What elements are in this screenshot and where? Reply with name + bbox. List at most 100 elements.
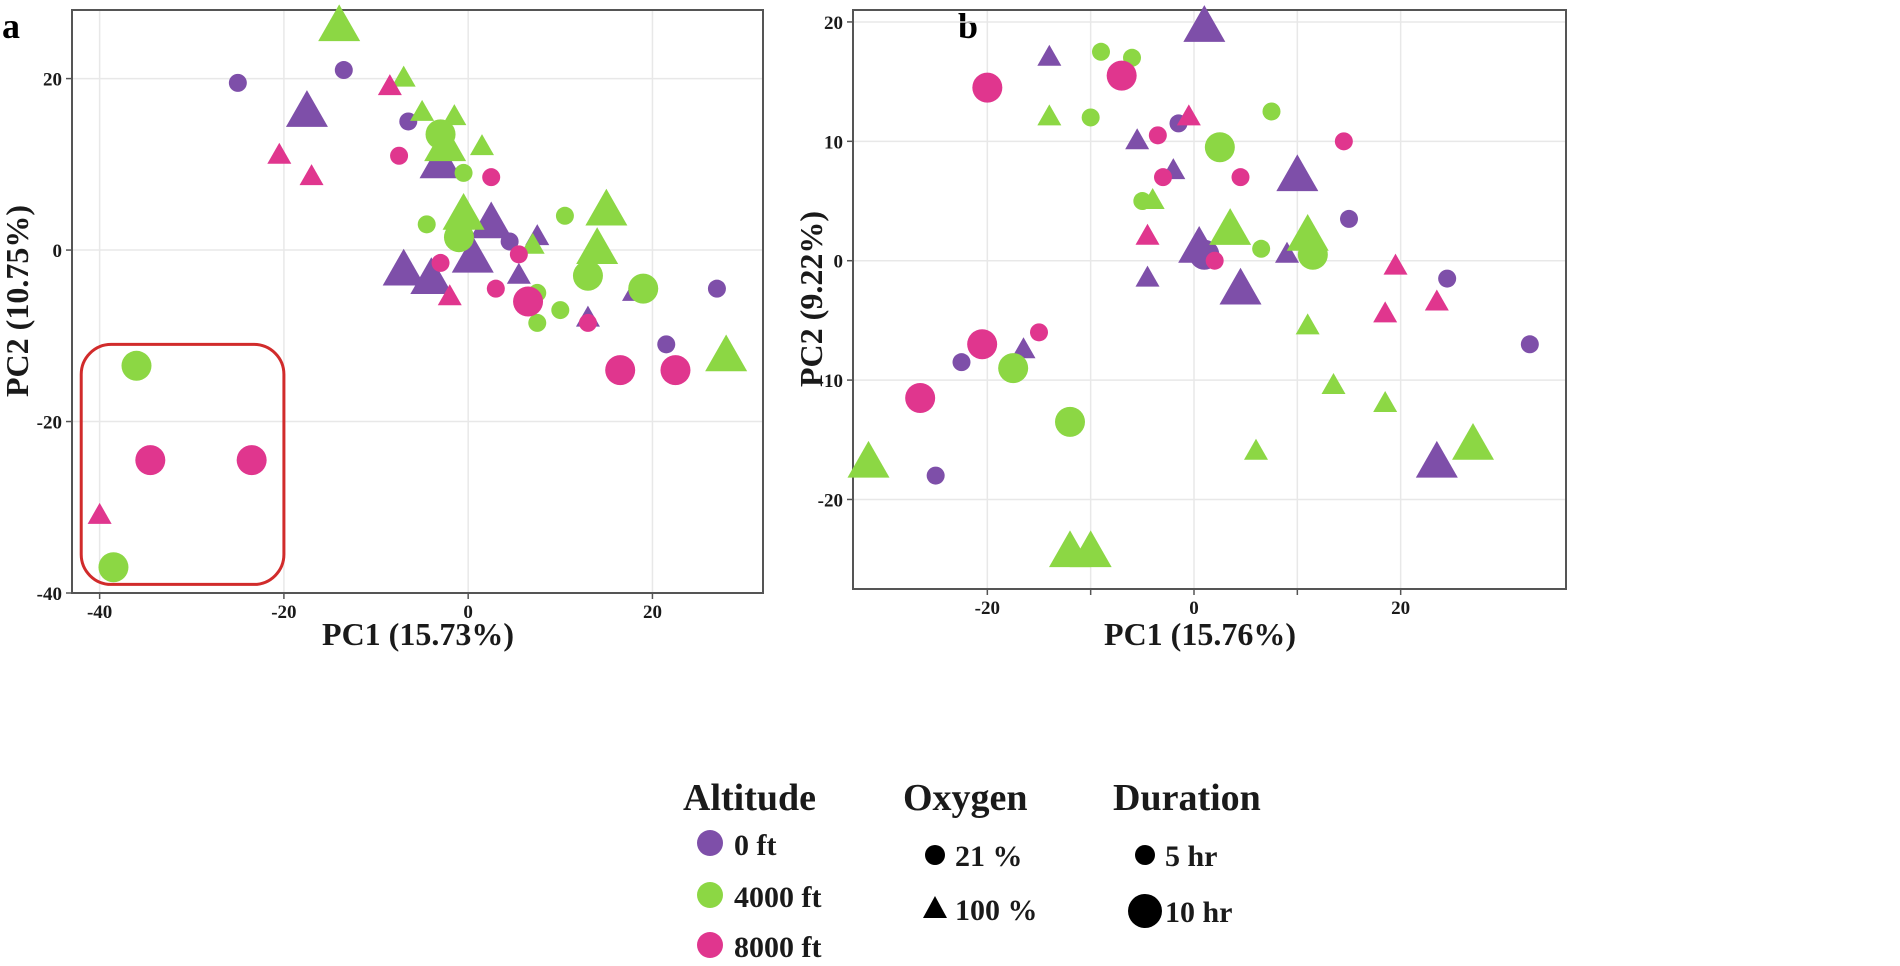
panel-b-x-tick-label: -20 [975,598,1000,619]
panel-a-point-circle [555,206,574,225]
panel-a-point-circle [121,350,152,381]
panel-a-point-triangle [382,248,425,286]
panel-b-point-circle [905,382,936,413]
panel-a-point-circle [628,273,659,304]
legend-4000ft-label: 4000 ft [734,881,821,914]
panel-a-point-triangle [442,192,485,230]
panel-a-letter: a [2,6,20,46]
panel-a-point-triangle [391,65,416,87]
panel-b-point-triangle [1276,154,1319,192]
panel-b-point-triangle [1125,128,1150,150]
panel-b-y-tick-label: -10 [818,371,843,392]
panel-a-point-circle [135,445,166,476]
panel-b-x-tick-label: 0 [1189,598,1199,619]
panel-a-point-triangle [520,232,545,254]
panel-a-point-circle [528,313,547,332]
panel-b-point-circle [1340,209,1358,228]
panel-b-point-triangle [1244,438,1268,460]
panel-b-point-circle [1520,335,1539,354]
panel-a-y-tick-label: -20 [37,413,62,434]
panel-a-point-circle [417,215,436,234]
panel-b-point-triangle [1373,301,1398,323]
legend-10hr-marker [1128,894,1162,928]
legend-8000ft-swatch [697,932,723,958]
panel-a-point-triangle [285,90,328,127]
panel-b-point-circle [952,353,971,372]
panel-a-point-triangle [705,334,748,372]
panel-a-point-triangle [585,188,628,226]
panel-a-point-triangle [410,99,435,121]
panel-b-point-circle [1055,406,1085,437]
panel-b-point-circle [1252,239,1271,258]
panel-b-point-triangle [1037,104,1062,126]
panel-b-point-triangle [1383,253,1408,275]
panel-b-y-tick-label: 10 [824,132,843,153]
legend-5hr-marker [1135,845,1155,865]
panel-b-point-circle [1148,126,1167,145]
panel-a-point-triangle [437,284,462,306]
panel-a-x-axis-label: PC1 (15.73%) [322,616,514,652]
panel-b-point-triangle [1011,337,1036,359]
legend-0ft-label: 0 ft [734,829,776,862]
panel-b-point-triangle [1209,208,1252,245]
panel-a-point-circle [657,335,676,354]
panel-a-plot-frame [71,9,764,594]
panel-a-point-triangle [299,164,324,186]
legend-5hr-label: 5 hr [1165,840,1218,873]
panel-b-point-circle [1297,239,1328,270]
panel-a-point-circle [98,552,129,583]
panel-a-point-circle [500,232,519,251]
panel-b-plot-frame [852,9,1567,590]
panel-a-point-circle [486,279,505,298]
legend-21pct-marker [925,845,945,865]
panel-b-point-circle [1205,251,1224,270]
panel-a-point-circle [236,445,267,476]
panel-a-x-tick-label: 20 [643,602,662,623]
panel-a-point-triangle [451,235,494,273]
panel-a-point-triangle [424,124,467,162]
panel-b-y-axis-label: PC2 (9.22%) [793,211,829,387]
panel-b-point-triangle [1452,422,1494,460]
panel-a-plot: -40 -20 0 20 -40 -20 0 20 PC1 (15.73%) PC2 (10.75… [0,4,764,652]
panel-b-point-circle [1154,168,1172,187]
legend-100pct-marker [923,896,947,918]
legend-altitude-title: Altitude [683,777,816,819]
panel-a-point-triangle [377,74,402,96]
panel-b-point-triangle [1069,530,1112,568]
panel-a-y-tick-label: 20 [43,70,62,91]
panel-b-point-circle [1262,102,1281,121]
panel-b-point-circle [1081,108,1100,127]
panel-a-point-triangle [87,502,112,524]
panel-a-x-tick-label: -40 [87,602,112,623]
panel-a-point-circle [578,313,597,332]
panel-b-plot: -20 0 20 -20 -10 0 10 20 PC1 (15.76%) PC2 (9.22%) [793,5,1567,652]
panel-a-y-axis-label: PC2 (10.75%) [0,205,35,397]
legend: Altitude 0 ft 4000 ft 8000 ft Oxygen 21 … [683,777,1261,964]
legend-duration-title: Duration [1113,777,1261,819]
panel-a-point-circle [228,73,247,92]
legend-oxygen-title: Oxygen [903,777,1028,819]
panel-a-point-circle [482,168,501,187]
panel-b-point-circle [1438,269,1457,288]
panel-b-point-triangle [1135,223,1160,245]
panel-b-point-triangle [1183,5,1226,42]
panel-b-point-circle [967,329,998,360]
panel-b-point-circle [1030,323,1048,342]
legend-4000ft-swatch [697,882,723,908]
panel-a-y-tick-label: 0 [53,241,63,262]
panel-b-point-triangle [1295,313,1320,335]
panel-b-point-triangle [847,440,890,478]
panel-b-point-triangle [1415,440,1458,478]
panel-a-point-triangle [318,4,361,42]
legend-10hr-label: 10 hr [1165,896,1233,929]
panel-b-point-triangle [1424,289,1449,311]
panel-b-x-axis-label: PC1 (15.76%) [1104,616,1296,652]
panel-b-x-tick-label: 20 [1391,598,1410,619]
panel-a-point-circle [443,222,474,253]
panel-b-y-tick-label: 20 [824,13,843,34]
panel-b-y-tick-label: -20 [818,490,843,511]
panel-a-point-circle [431,253,450,272]
panel-b-point-triangle [1321,373,1346,395]
panel-b-y-tick-label: 0 [834,252,844,273]
